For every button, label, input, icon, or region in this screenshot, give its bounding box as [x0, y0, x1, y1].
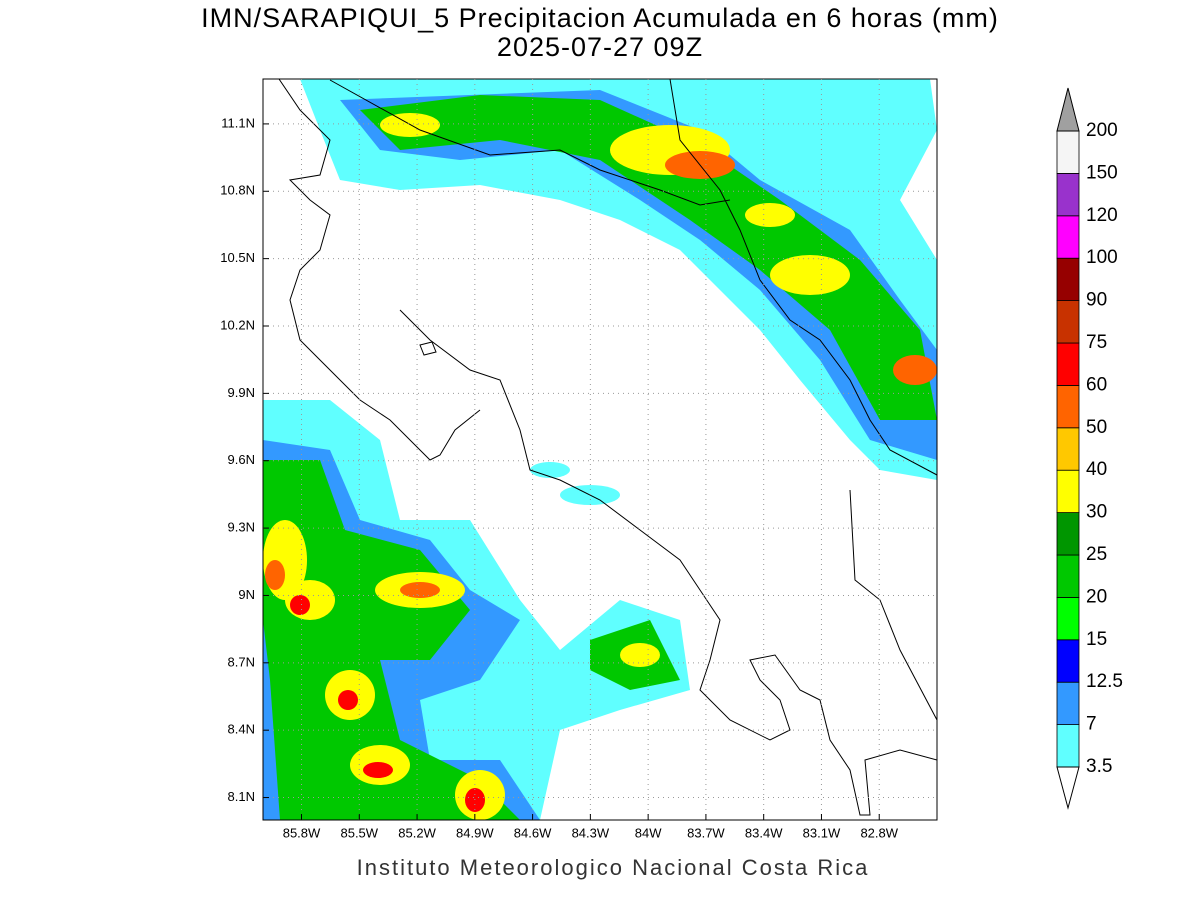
colorbar-box [1056, 681, 1080, 726]
colorbar-box [1056, 130, 1080, 174]
colorbar-box [1056, 469, 1080, 514]
y-tick-label: 10.5N [220, 250, 255, 265]
x-tick-label: 85.5W [340, 825, 378, 840]
x-tick-label: 83.1W [803, 825, 841, 840]
colorbar-label: 100 [1086, 247, 1118, 268]
colorbar-label: 12.5 [1086, 671, 1123, 692]
colorbar-box [1056, 172, 1080, 217]
x-tick-label: 84.6W [514, 825, 552, 840]
x-tick-label: 84.3W [572, 825, 610, 840]
colorbar-box [1056, 512, 1080, 556]
colorbar-label: 200 [1086, 120, 1118, 141]
x-tick-label: 85.2W [398, 825, 436, 840]
colorbar-under [1056, 766, 1080, 810]
colorbar-label: 90 [1086, 290, 1107, 311]
colorbar-label: 3.5 [1086, 756, 1112, 777]
colorbar-label: 75 [1086, 332, 1107, 353]
y-tick-label: 9.6N [228, 452, 255, 467]
colorbar-label: 20 [1086, 586, 1107, 607]
y-tick-label: 9.3N [228, 520, 255, 535]
colorbar-label: 60 [1086, 374, 1107, 395]
colorbar-label: 25 [1086, 544, 1107, 565]
y-tick-label: 9.9N [228, 385, 255, 400]
precip-field [263, 79, 937, 820]
footer: Instituto Meteorologico Nacional Costa R… [357, 855, 870, 880]
x-tick-label: 83.7W [687, 825, 725, 840]
colorbar-label: 50 [1086, 417, 1107, 438]
x-tick-label: 82.8W [860, 825, 898, 840]
map-frame [262, 78, 938, 821]
colorbar-label: 15 [1086, 629, 1107, 650]
colorbar-label: 7 [1086, 714, 1097, 735]
title: IMN/SARAPIQUI_5 Precipitacion Acumulada … [201, 3, 999, 33]
y-tick-label: 8.7N [228, 654, 255, 669]
colorbar-box [1056, 342, 1080, 386]
x-tick-label: 84.9W [456, 825, 494, 840]
colorbar-box [1056, 427, 1080, 471]
y-tick-label: 9N [238, 587, 255, 602]
colorbar-label: 30 [1086, 502, 1107, 523]
y-tick-label: 10.8N [220, 183, 255, 198]
colorbar-box [1056, 597, 1080, 641]
x-tick-label: 83.4W [745, 825, 783, 840]
colorbar-label: 40 [1086, 459, 1107, 480]
colorbar-box [1056, 639, 1080, 683]
colorbar-over [1056, 87, 1080, 132]
x-tick-label: 84W [635, 825, 662, 840]
colorbar-label: 150 [1086, 162, 1118, 183]
x-tick-label: 85.8W [283, 825, 321, 840]
colorbar-box [1056, 300, 1080, 344]
y-tick-label: 8.1N [228, 789, 255, 804]
colorbar-box [1056, 724, 1080, 768]
colorbar-label: 120 [1086, 205, 1118, 226]
colorbar-box [1056, 384, 1080, 429]
colorbar-box [1056, 257, 1080, 302]
colorbar-box [1056, 215, 1080, 259]
y-tick-label: 11.1N [221, 115, 255, 130]
colorbar-box [1056, 554, 1080, 598]
subtitle: 2025-07-27 09Z [497, 32, 703, 62]
y-tick-label: 10.2N [220, 317, 255, 332]
y-tick-label: 8.4N [228, 722, 255, 737]
